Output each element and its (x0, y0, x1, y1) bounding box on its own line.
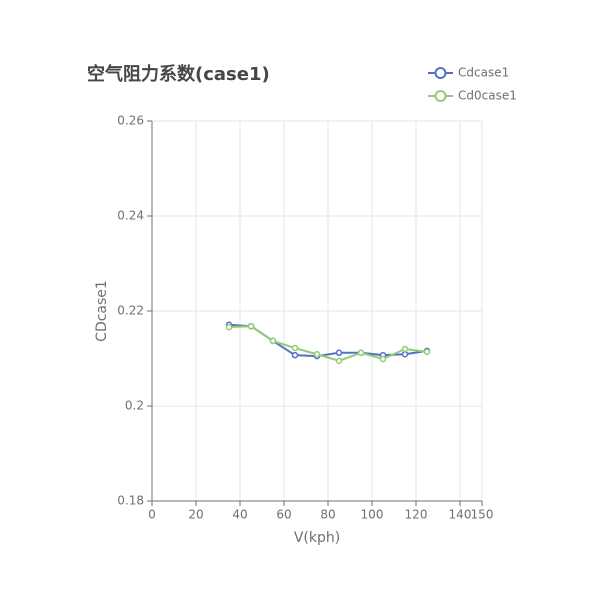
data-point (269, 337, 277, 345)
x-tick-label: 80 (320, 508, 335, 522)
data-point (291, 344, 299, 352)
x-tick-label: 0 (148, 508, 156, 522)
legend-icon (434, 90, 447, 102)
data-point (335, 349, 343, 357)
x-tick-label: 120 (405, 508, 428, 522)
x-tick-label: 60 (276, 508, 291, 522)
legend-label[interactable]: Cdcase1 (458, 66, 509, 80)
data-point (401, 350, 409, 358)
data-point (247, 322, 255, 330)
data-point (423, 348, 431, 356)
y-tick-label: 0.24 (117, 209, 144, 223)
x-tick-label: 150 (471, 508, 494, 522)
legend-icon (434, 67, 447, 79)
x-tick-label: 20 (188, 508, 203, 522)
y-tick-label: 0.22 (117, 304, 144, 318)
x-tick-label: 100 (361, 508, 384, 522)
x-axis-label: V(kph) (294, 530, 340, 546)
x-tick-label: 140 (449, 508, 472, 522)
y-axis-label: CDcase1 (94, 280, 110, 342)
x-tick-label: 40 (232, 508, 247, 522)
y-tick-label: 0.26 (117, 114, 144, 128)
data-point (379, 355, 387, 363)
data-point (335, 357, 343, 365)
series-line (228, 325, 428, 362)
legend-label[interactable]: Cd0case1 (458, 89, 517, 103)
data-point (313, 350, 321, 358)
data-point (357, 349, 365, 357)
y-tick-label: 0.18 (117, 494, 144, 508)
data-point (401, 345, 409, 353)
y-tick-label: 0.2 (125, 399, 144, 413)
chart-title: 空气阻力系数(case1) (87, 63, 270, 85)
data-point (225, 323, 233, 331)
data-point (291, 351, 299, 359)
